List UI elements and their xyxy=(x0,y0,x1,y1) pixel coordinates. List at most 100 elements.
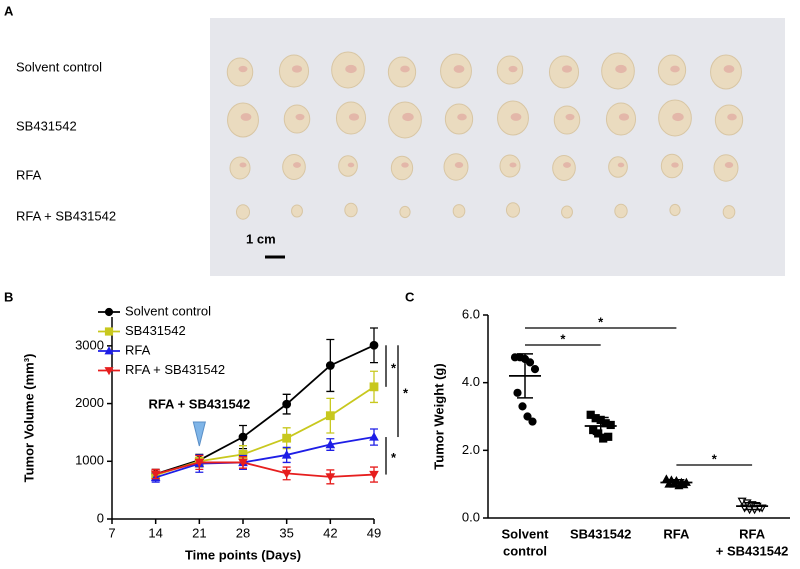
y-tick-label: 0 xyxy=(97,510,104,525)
y-tick-label: 1000 xyxy=(75,453,104,468)
tumor-spot xyxy=(618,113,630,121)
tumor-spot xyxy=(563,162,571,168)
tumor xyxy=(344,202,358,218)
tumor-spot xyxy=(565,113,575,121)
tumor xyxy=(553,105,581,135)
tumor-spot xyxy=(345,64,357,74)
x-tick-label: 28 xyxy=(236,525,250,540)
tumor-spot xyxy=(510,113,522,121)
y-axis-label: Tumor Weight (g) xyxy=(431,363,446,469)
tumor-spot xyxy=(561,65,573,73)
series-line xyxy=(155,344,375,475)
marker xyxy=(238,458,248,468)
tumor-spot xyxy=(400,65,410,73)
x-tick-label: RFA xyxy=(663,526,690,541)
tumor-spot xyxy=(615,64,627,74)
marker xyxy=(369,340,379,350)
tumor xyxy=(282,154,306,180)
x-tick-label: + SB431542 xyxy=(716,543,789,558)
tumor xyxy=(452,204,466,218)
tumor xyxy=(505,202,521,218)
marker xyxy=(369,382,379,392)
marker xyxy=(325,473,336,482)
series-line xyxy=(155,461,375,478)
tumor xyxy=(235,204,251,220)
legend-label: RFA xyxy=(125,342,151,357)
marker xyxy=(523,412,532,421)
panel-label: C xyxy=(405,289,415,304)
y-tick-label: 2000 xyxy=(75,395,104,410)
marker xyxy=(282,433,292,443)
marker xyxy=(325,439,336,449)
significance-label: * xyxy=(391,360,397,375)
tumor xyxy=(614,203,628,219)
tumor-images xyxy=(226,51,744,220)
y-tick-label: 6.0 xyxy=(462,306,480,321)
marker xyxy=(238,432,248,442)
tumor-spot xyxy=(670,65,680,73)
sd-bar xyxy=(592,416,609,436)
tumor xyxy=(561,205,573,219)
tumor xyxy=(291,204,303,218)
marker xyxy=(369,432,379,441)
tumor-spot xyxy=(724,162,734,168)
tumor xyxy=(390,155,414,181)
row-label: RFA + SB431542 xyxy=(16,208,116,223)
tumor xyxy=(722,205,736,219)
marker xyxy=(325,411,335,421)
panel-label: B xyxy=(4,289,13,304)
tumor-spot xyxy=(291,65,303,73)
tumor-spot xyxy=(240,113,252,121)
marker xyxy=(518,402,527,411)
row-label: Solvent control xyxy=(16,59,102,74)
x-tick-label: RFA xyxy=(739,526,766,541)
tumor-spot xyxy=(239,162,247,168)
sd-bar xyxy=(668,479,685,486)
marker xyxy=(282,399,292,409)
significance-label: * xyxy=(560,331,566,346)
tumor-spot xyxy=(402,112,414,122)
tumor-spot xyxy=(508,65,518,73)
row-label: SB431542 xyxy=(16,118,77,133)
tumor xyxy=(229,156,251,180)
tumor-spot xyxy=(617,162,625,168)
marker xyxy=(281,449,292,459)
y-tick-label: 0.0 xyxy=(462,509,480,524)
legend-marker xyxy=(104,307,114,317)
x-tick-label: 42 xyxy=(323,525,337,540)
marker xyxy=(150,470,161,480)
marker xyxy=(530,365,540,374)
x-tick-label: SB431542 xyxy=(570,526,631,541)
legend-label: RFA + SB431542 xyxy=(125,362,225,377)
x-tick-label: 49 xyxy=(367,525,381,540)
tumor-spot xyxy=(295,113,305,121)
annotation-arrow xyxy=(192,421,206,447)
tumor xyxy=(226,57,254,87)
y-tick-label: 3000 xyxy=(75,337,104,352)
legend-marker xyxy=(104,327,114,336)
marker xyxy=(281,469,292,479)
marker xyxy=(594,429,603,438)
tumor xyxy=(714,104,744,136)
tumor-spot xyxy=(453,65,465,73)
tumor-spot xyxy=(454,162,464,168)
y-tick-label: 4.0 xyxy=(462,374,480,389)
tumor-spot xyxy=(457,113,467,121)
tumor-spot xyxy=(238,65,248,73)
sd-bar xyxy=(744,502,761,511)
x-tick-label: control xyxy=(503,543,547,558)
annotation: RFA + SB431542 xyxy=(148,396,250,411)
marker xyxy=(525,358,535,367)
tumor xyxy=(548,55,580,89)
legend-label: SB431542 xyxy=(125,323,186,338)
tumor xyxy=(338,155,358,177)
marker xyxy=(369,470,379,480)
significance-label: * xyxy=(391,450,397,465)
tumor-spot xyxy=(348,113,360,121)
tumor xyxy=(552,155,576,181)
significance-label: * xyxy=(403,386,409,401)
series-line xyxy=(155,436,375,479)
legend-marker xyxy=(104,367,114,376)
marker xyxy=(194,458,205,468)
